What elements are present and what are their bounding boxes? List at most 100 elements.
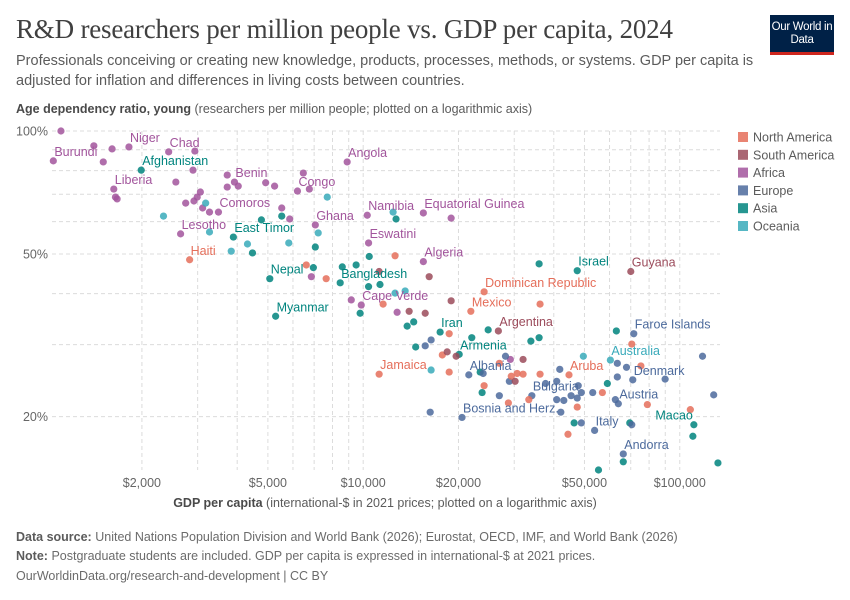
data-point	[419, 258, 427, 266]
data-point	[405, 307, 413, 315]
data-point	[243, 240, 252, 248]
data-point	[560, 396, 568, 405]
data-point	[574, 382, 582, 390]
data-point	[447, 214, 455, 222]
data-point	[352, 261, 360, 269]
data-point	[698, 352, 707, 360]
point-label: Bangladesh	[341, 267, 407, 281]
data-point	[480, 288, 488, 296]
y-tick-label: 50%	[23, 247, 48, 261]
data-point	[410, 318, 418, 326]
legend-item-asia[interactable]: Asia	[738, 202, 777, 216]
data-point	[205, 228, 214, 236]
data-point	[629, 376, 637, 384]
data-point	[598, 388, 606, 397]
point-label: Armenia	[460, 338, 507, 352]
data-point	[421, 309, 429, 317]
data-point	[338, 263, 346, 271]
data-source: Data source: United Nations Population D…	[16, 530, 678, 544]
data-point	[419, 209, 427, 217]
data-point	[392, 215, 400, 223]
point-label: Burundi	[54, 145, 97, 159]
legend-item-south-america[interactable]: South America	[738, 148, 834, 162]
data-point	[376, 280, 384, 289]
data-point	[494, 327, 502, 335]
point-label: Equatorial Guinea	[424, 197, 524, 211]
legend-item-europe[interactable]: Europe	[738, 184, 793, 198]
data-point	[391, 289, 399, 297]
point-label: Macao	[655, 409, 693, 423]
legend: North America South America Africa Europe As…	[738, 131, 834, 234]
legend-swatch	[738, 132, 748, 142]
data-point	[375, 267, 383, 276]
data-point	[643, 400, 651, 409]
point-label: Niger	[130, 131, 160, 145]
data-point	[661, 375, 669, 383]
data-point	[196, 188, 204, 196]
x-axis-title-rest: (international-$ in 2021 prices; plotted…	[263, 496, 597, 510]
data-point	[189, 166, 197, 174]
source-url-link[interactable]: OurWorldinData.org/research-and-developm…	[16, 569, 329, 583]
data-point	[525, 396, 533, 404]
legend-item-africa[interactable]: Africa	[738, 166, 785, 180]
legend-swatch	[738, 167, 748, 178]
data-point	[343, 158, 351, 166]
point-label: Chad	[170, 136, 200, 150]
data-point	[613, 373, 621, 381]
x-tick-label: $10,000	[341, 476, 386, 490]
data-point	[612, 327, 620, 335]
data-point	[427, 366, 435, 374]
data-point	[535, 334, 543, 342]
data-point	[176, 230, 185, 238]
legend-label: Africa	[753, 166, 785, 180]
data-point	[714, 459, 722, 467]
data-point	[113, 195, 121, 203]
owid-logo[interactable]: Our World in Data	[770, 15, 834, 55]
point-label: Dominican Republic	[485, 276, 596, 290]
legend-item-oceania[interactable]: Oceania	[738, 220, 800, 234]
data-point	[403, 322, 411, 330]
data-point	[564, 430, 572, 438]
point-labels: Burundi Niger Chad Liberia Comoros Lesotho Ben…	[54, 131, 710, 452]
data-point	[323, 193, 331, 201]
legend-swatch	[738, 185, 748, 196]
point-label: Iran	[441, 316, 463, 330]
point-label: Aruba	[570, 359, 603, 373]
data-point	[619, 458, 627, 466]
data-point	[501, 352, 510, 360]
point-label: Benin	[235, 166, 267, 180]
data-point	[278, 212, 286, 220]
data-point	[165, 148, 173, 156]
data-point	[458, 413, 466, 422]
data-point	[628, 421, 636, 429]
data-point	[262, 179, 270, 187]
data-point	[573, 403, 581, 411]
data-point	[465, 371, 473, 379]
data-point	[495, 359, 503, 367]
gridlines	[52, 130, 720, 470]
data-point	[613, 359, 621, 367]
data-point	[137, 166, 145, 174]
data-point	[686, 406, 694, 414]
y-axis-title-rest: (researchers per million people; plotted…	[191, 102, 533, 116]
data-point	[182, 199, 190, 207]
data-point	[570, 419, 578, 427]
data-point	[427, 336, 435, 344]
data-point	[347, 296, 355, 304]
data-point	[541, 379, 550, 388]
data-point	[507, 372, 515, 380]
point-label: Afghanistan	[142, 154, 208, 168]
point-label: Comoros	[219, 196, 270, 210]
data-point	[257, 216, 266, 224]
data-point	[553, 377, 561, 385]
legend-item-north-america[interactable]: North America	[738, 131, 832, 145]
data-point	[172, 178, 180, 186]
data-point	[108, 145, 116, 153]
point-label: Namibia	[368, 199, 414, 213]
legend-swatch	[738, 149, 748, 160]
point-label: Haiti	[191, 244, 216, 258]
data-point	[270, 182, 279, 190]
data-point	[425, 273, 433, 281]
point-label: Congo	[298, 175, 335, 189]
data-point	[426, 408, 434, 416]
